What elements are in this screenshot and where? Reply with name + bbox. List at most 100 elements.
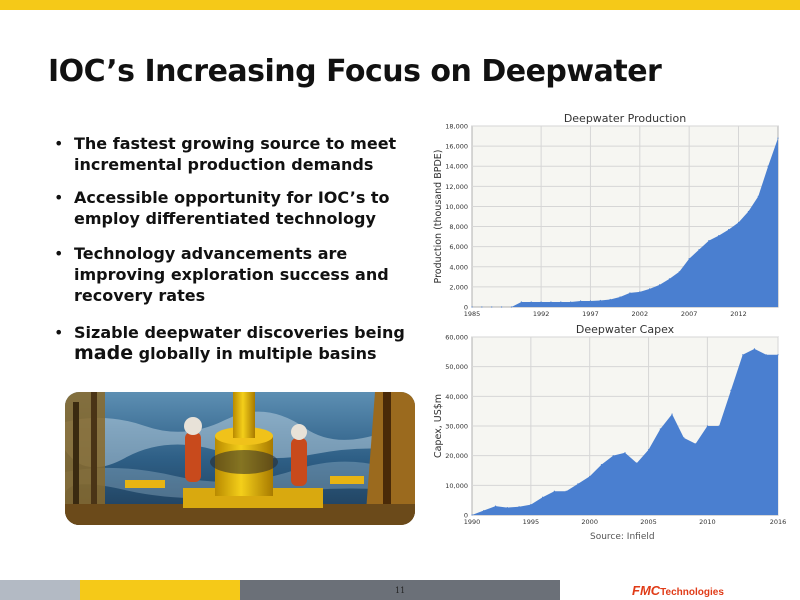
data-point (678, 271, 680, 273)
data-point (647, 449, 650, 451)
data-point (520, 301, 522, 303)
top-accent-bar (0, 0, 800, 10)
y-tick-label: 14,000 (445, 163, 468, 171)
data-point (599, 299, 601, 302)
x-tick-label: 2012 (730, 310, 747, 318)
data-point (639, 291, 641, 293)
y-tick-label: 16,000 (445, 143, 468, 151)
data-point (553, 490, 555, 492)
footer-bar-dark (240, 580, 560, 600)
data-point (491, 306, 493, 308)
y-axis-label: Production (thousand BPDE) (433, 150, 444, 284)
data-point (624, 452, 626, 454)
data-point (589, 475, 591, 478)
data-point (629, 292, 631, 294)
bullet-item: • Sizable deepwater discoveries being mad… (52, 322, 412, 364)
data-point (683, 437, 685, 439)
data-point (612, 455, 614, 457)
data-point (649, 288, 651, 290)
y-tick-label: 50,000 (445, 363, 468, 371)
data-point (730, 389, 732, 391)
data-point (765, 354, 767, 356)
y-tick-label: 4,000 (449, 263, 468, 271)
y-tick-label: 10,000 (445, 482, 468, 490)
source-note: Source: Infield (590, 532, 655, 542)
data-point (671, 413, 673, 415)
y-tick-label: 10,000 (445, 203, 468, 211)
x-tick-label: 2007 (681, 310, 698, 318)
data-point (718, 425, 720, 427)
bullet-text: Technology advancements are improving ex… (74, 244, 389, 305)
data-point (636, 462, 638, 464)
data-point (589, 300, 592, 302)
bullet-marker: • (54, 134, 64, 153)
logo-suffix: Technologies (660, 587, 724, 598)
chart-title: Deepwater Capex (576, 323, 675, 336)
y-tick-label: 6,000 (449, 243, 468, 251)
data-point (706, 425, 708, 427)
bullet-item: • Technology advancements are improving e… (52, 243, 412, 306)
y-tick-label: 40,000 (445, 393, 468, 401)
data-point (471, 514, 473, 516)
x-tick-label: 1997 (582, 310, 599, 318)
data-point (550, 301, 552, 303)
data-point (718, 235, 720, 237)
data-point (506, 506, 508, 509)
bullet-text-emphasis: made (74, 342, 134, 364)
data-point (483, 509, 485, 512)
x-tick-label: 2016 (770, 518, 787, 526)
y-tick-label: 0 (464, 512, 468, 520)
data-point (510, 306, 513, 308)
y-tick-label: 12,000 (445, 183, 468, 191)
x-tick-label: 2005 (640, 518, 657, 526)
data-point (494, 505, 497, 507)
footer-bar-gray (0, 580, 80, 600)
y-tick-label: 20,000 (445, 452, 468, 460)
offshore-rig-photo (65, 392, 415, 525)
data-point (658, 284, 661, 286)
data-point (767, 165, 769, 167)
bullet-text: The fastest growing source to meet incre… (74, 134, 397, 174)
x-tick-label: 1990 (464, 518, 481, 526)
series-area (472, 138, 778, 307)
data-point (698, 249, 700, 251)
data-point (540, 301, 542, 303)
data-point (565, 490, 567, 492)
data-point (518, 506, 520, 508)
bullet-marker: • (54, 188, 64, 207)
data-point (728, 228, 730, 231)
data-point (695, 443, 697, 445)
y-tick-label: 0 (464, 304, 468, 312)
deepwater-capex-chart: 0 10,000 20,000 30,000 40,000 50,000 60,000 199… (433, 323, 787, 526)
data-point (542, 496, 544, 498)
logo-brand: FMC (632, 583, 661, 598)
page-number: 11 (395, 586, 406, 595)
bullet-item: • Accessible opportunity for IOC’s to emp… (52, 187, 412, 229)
data-point (688, 258, 690, 260)
series-area (472, 348, 778, 515)
y-tick-label: 18,000 (445, 123, 468, 131)
data-point (579, 300, 582, 302)
y-tick-label: 2,000 (449, 283, 468, 291)
bullet-text: Sizable deepwater discoveries being (74, 323, 405, 342)
data-point (747, 210, 749, 213)
bullet-list: • The fastest growing source to meet incr… (52, 133, 412, 364)
y-tick-label: 30,000 (445, 423, 468, 431)
y-axis-label: Capex, US$m (433, 394, 444, 458)
data-point (609, 298, 611, 301)
data-point (560, 301, 562, 303)
data-point (577, 483, 579, 485)
data-point (530, 301, 532, 303)
x-tick-label: 2000 (581, 518, 598, 526)
data-point (471, 306, 473, 308)
data-point (757, 195, 759, 197)
data-point (708, 240, 710, 242)
data-point (530, 504, 532, 506)
x-tick-label: 1995 (523, 518, 540, 526)
offshore-rig-image (65, 392, 415, 525)
data-point (659, 428, 661, 430)
data-point (742, 354, 744, 356)
bullet-marker: • (54, 323, 64, 342)
x-tick-label: 2002 (632, 310, 649, 318)
x-tick-label: 1992 (533, 310, 550, 318)
